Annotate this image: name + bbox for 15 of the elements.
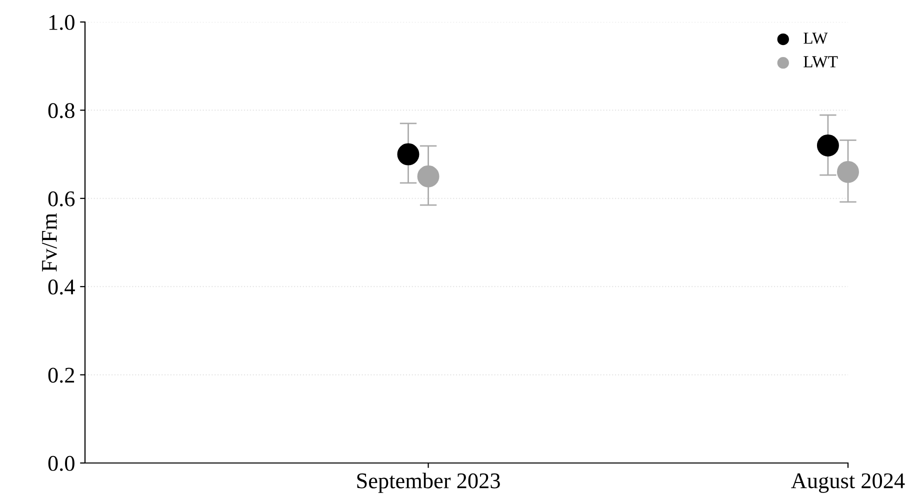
point	[816, 134, 839, 156]
y-tick-label: 0.0	[48, 456, 74, 472]
x-tick-label: August 2024	[791, 473, 905, 493]
point	[397, 143, 420, 166]
x-tick-label: September 2023	[357, 472, 500, 493]
y-tick-label: 0.6	[48, 191, 75, 206]
y-tick-label: 0.2	[48, 368, 74, 383]
y-axis-title: Fv/Fm	[42, 213, 57, 272]
y-tick-label: 1.0	[49, 14, 74, 30]
point	[417, 165, 440, 188]
y-tick-label: 0.4	[48, 280, 75, 295]
legend-label: LWT	[804, 56, 838, 68]
legend-label: LW	[804, 32, 828, 44]
point	[837, 160, 859, 183]
y-tick-label: 0.8	[48, 103, 74, 118]
